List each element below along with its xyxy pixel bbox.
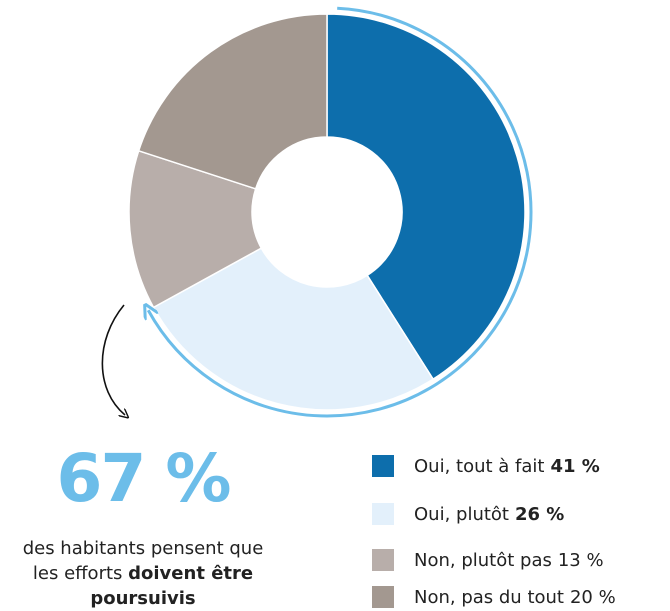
note: des habitants pensent que les efforts do… [13, 536, 273, 611]
legend-value: 26 % [514, 503, 565, 525]
big-value: 67 % [56, 440, 232, 517]
legend-value: 20 % [569, 586, 616, 608]
legend-label: Non, pas du tout [414, 586, 564, 608]
slice [326, 13, 526, 381]
legend-swatch [372, 503, 394, 525]
legend-label: Oui, tout à fait [414, 455, 545, 477]
slice [128, 149, 263, 309]
note-emphasis: doivent être poursuivis [90, 563, 254, 609]
legend-swatch [372, 586, 394, 608]
slice [137, 13, 328, 190]
legend-value: 41 % [550, 455, 600, 477]
slice [152, 247, 435, 411]
legend-label: Oui, plutôt [414, 503, 509, 525]
legend-value: 13 % [557, 549, 604, 571]
legend-entry: Oui, plutôt 26 % [372, 503, 564, 525]
highlight-arc [148, 6, 533, 418]
legend-swatch [372, 549, 394, 571]
legend-entry: Oui, tout à fait 41 % [372, 455, 600, 477]
legend-entry: Non, pas du tout 20 % [372, 586, 616, 608]
legend-label: Non, plutôt pas [414, 549, 552, 571]
legend-swatch [372, 455, 394, 477]
legend-entry: Non, plutôt pas 13 % [372, 549, 604, 571]
note-text: des habitants pensent que les efforts [22, 538, 264, 584]
arrow [101, 304, 125, 415]
